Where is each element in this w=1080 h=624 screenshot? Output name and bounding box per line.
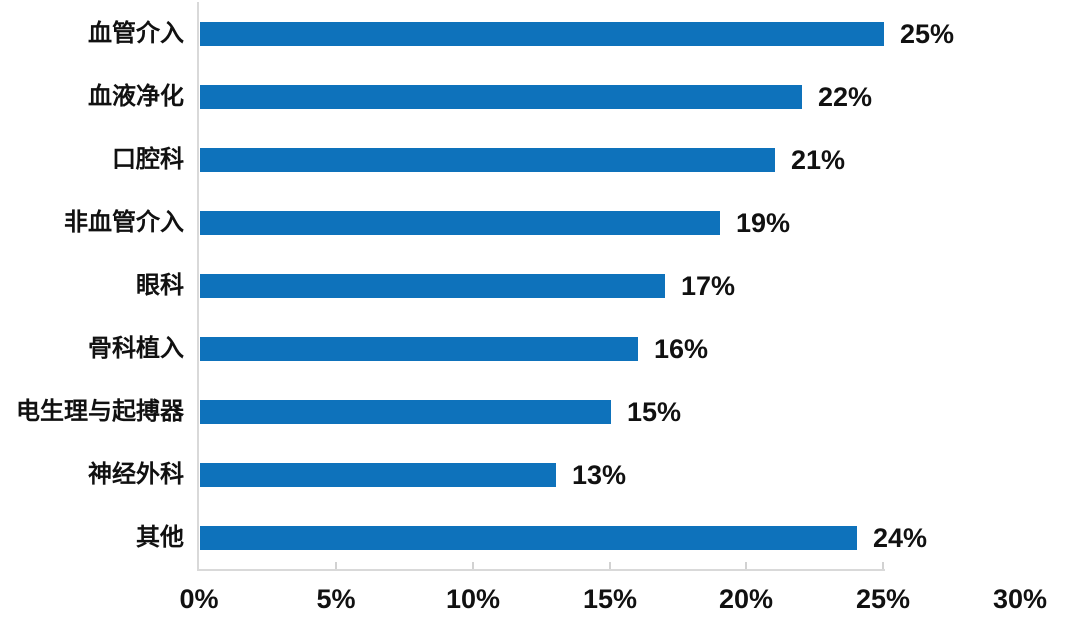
category-label: 口腔科 xyxy=(112,146,184,173)
category-label: 非血管介入 xyxy=(64,209,184,236)
bar xyxy=(200,463,556,487)
x-tick-mark xyxy=(882,562,884,569)
value-label: 25% xyxy=(900,19,955,49)
value-label: 24% xyxy=(873,523,928,553)
x-tick-mark xyxy=(472,562,474,569)
y-axis-line xyxy=(197,2,199,569)
x-tick-label: 10% xyxy=(445,584,501,614)
value-label: 22% xyxy=(818,82,873,112)
value-label: 15% xyxy=(627,397,682,427)
x-tick-label: 5% xyxy=(316,584,356,614)
bar xyxy=(200,526,857,550)
bar xyxy=(200,148,775,172)
value-label: 16% xyxy=(654,334,709,364)
category-label: 神经外科 xyxy=(88,461,184,488)
bar xyxy=(200,22,884,46)
x-tick-label: 25% xyxy=(855,584,911,614)
category-label: 血液净化 xyxy=(88,83,184,110)
x-tick-mark xyxy=(335,562,337,569)
category-label: 血管介入 xyxy=(88,20,184,47)
category-label: 电生理与起搏器 xyxy=(16,398,184,425)
bar xyxy=(200,85,802,109)
x-tick-label: 0% xyxy=(179,584,219,614)
bar xyxy=(200,400,611,424)
value-label: 17% xyxy=(681,271,736,301)
bar xyxy=(200,274,665,298)
x-tick-mark xyxy=(609,562,611,569)
value-label: 13% xyxy=(572,460,627,490)
bar xyxy=(200,211,720,235)
x-tick-mark xyxy=(745,562,747,569)
x-tick-label: 30% xyxy=(992,584,1048,614)
bar xyxy=(200,337,638,361)
value-label: 21% xyxy=(791,145,846,175)
category-label: 眼科 xyxy=(136,272,184,299)
x-tick-label: 20% xyxy=(718,584,774,614)
value-label: 19% xyxy=(736,208,791,238)
category-label: 其他 xyxy=(136,524,184,551)
x-tick-label: 15% xyxy=(582,584,638,614)
x-axis-line xyxy=(197,569,886,571)
category-label: 骨科植入 xyxy=(88,335,184,362)
